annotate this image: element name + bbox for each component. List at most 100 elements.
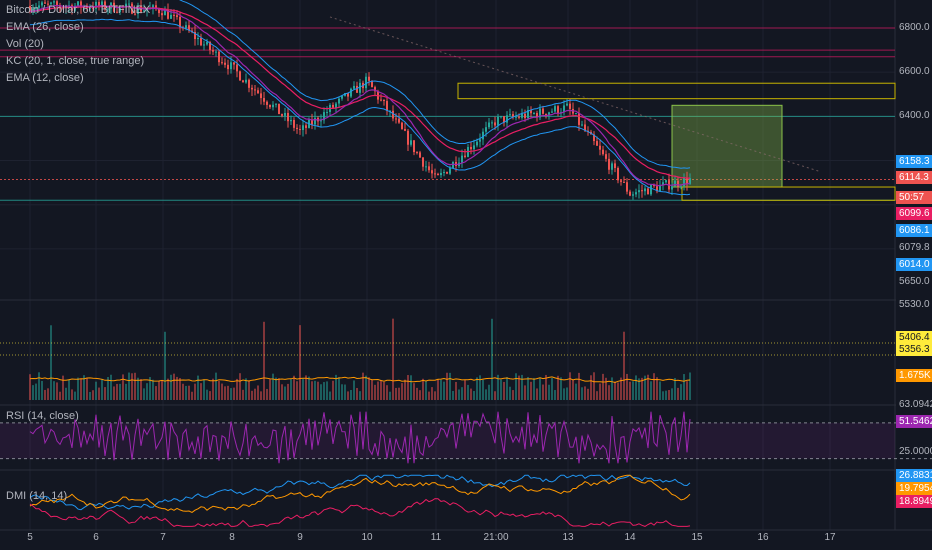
volume-bar (104, 387, 106, 400)
candle-body (227, 64, 229, 70)
candle-body (515, 116, 517, 118)
volume-bar (323, 382, 325, 400)
volume-bar (593, 372, 595, 400)
candle-body (212, 50, 214, 52)
volume-bar (44, 389, 46, 400)
rsi-line (29, 411, 691, 464)
candle-body (296, 127, 298, 130)
candle-body (239, 71, 241, 81)
volume-bar (140, 379, 142, 400)
candle-body (335, 103, 337, 108)
candle-body (152, 5, 154, 8)
stop-box (681, 186, 896, 201)
volume-bar (284, 386, 286, 400)
volume-bar (161, 380, 163, 400)
volume-bar (485, 389, 487, 400)
volume-bar (92, 390, 94, 400)
volume-bar (413, 383, 415, 400)
candle-body (116, 11, 118, 13)
volume-bar (296, 381, 298, 400)
candle-body (368, 76, 370, 81)
candle-body (44, 2, 46, 4)
candle-body (365, 76, 367, 89)
volume-bar (398, 387, 400, 400)
volume-bar (500, 379, 502, 400)
volume-bar (545, 374, 547, 400)
volume-bar (410, 375, 412, 400)
candle-body (398, 118, 400, 123)
volume-bar (158, 380, 160, 400)
candle-body (176, 15, 178, 17)
volume-bar (338, 377, 340, 400)
candle-body (380, 99, 382, 101)
candle-body (491, 122, 493, 124)
candle-body (449, 168, 451, 174)
candle-body (320, 120, 322, 122)
candle-body (512, 114, 514, 117)
volume-bar (395, 387, 397, 400)
candle-body (299, 129, 301, 131)
target-box (671, 104, 783, 188)
volume-bar (632, 381, 634, 400)
candle-body (470, 147, 472, 150)
volume-bar (116, 383, 118, 400)
candle-body (497, 116, 499, 126)
candle-body (89, 7, 91, 9)
volume-bar (146, 383, 148, 400)
candle-body (488, 122, 490, 128)
volume-bar (647, 374, 649, 400)
candle-body (383, 99, 385, 102)
candle-body (545, 113, 547, 116)
candle-body (485, 127, 487, 132)
candle-body (53, 1, 55, 3)
candle-body (617, 167, 619, 181)
candle-body (632, 194, 634, 196)
volume-bar (167, 378, 169, 400)
volume-bar (605, 377, 607, 400)
candle-body (548, 112, 550, 116)
candle-body (392, 110, 394, 119)
main-legend-item: Bitcoin / Dollar, 60, BITFINEX (6, 4, 151, 16)
candle-body (263, 98, 265, 102)
volume-bar (563, 388, 565, 400)
volume-bar (431, 387, 433, 400)
volume-bar (95, 381, 97, 400)
candle-body (425, 166, 427, 168)
volume-bar (59, 391, 61, 400)
price-tick-label: 6600.0 (899, 66, 930, 78)
candle-body (284, 112, 286, 116)
volume-bar (467, 384, 469, 400)
price-tag: 1.675K (896, 369, 932, 382)
candle-body (275, 103, 277, 105)
volume-bar (215, 372, 217, 400)
candle-body (509, 114, 511, 116)
candle-body (659, 185, 661, 192)
volume-bar (242, 389, 244, 400)
candle-body (197, 37, 199, 40)
candle-body (476, 141, 478, 146)
candle-body (107, 8, 109, 10)
candle-body (644, 188, 646, 192)
candle-body (248, 79, 250, 88)
volume-bar (41, 380, 43, 400)
volume-bar (482, 379, 484, 400)
volume-bar (257, 385, 259, 400)
volume-bar (356, 387, 358, 400)
candle-body (338, 98, 340, 104)
volume-bar (47, 388, 49, 400)
candle-body (431, 170, 433, 174)
volume-bar (77, 377, 79, 400)
volume-bar (608, 385, 610, 400)
candle-body (554, 106, 556, 112)
candle-body (611, 163, 613, 170)
candle-body (35, 7, 37, 10)
candle-body (251, 87, 253, 90)
volume-bar (404, 379, 406, 400)
volume-bar (293, 375, 295, 400)
rsi-legend: RSI (14, close) (6, 410, 79, 422)
candle-body (98, 1, 100, 6)
candle-body (236, 64, 238, 72)
candle-body (203, 44, 205, 46)
volume-bar (638, 378, 640, 400)
